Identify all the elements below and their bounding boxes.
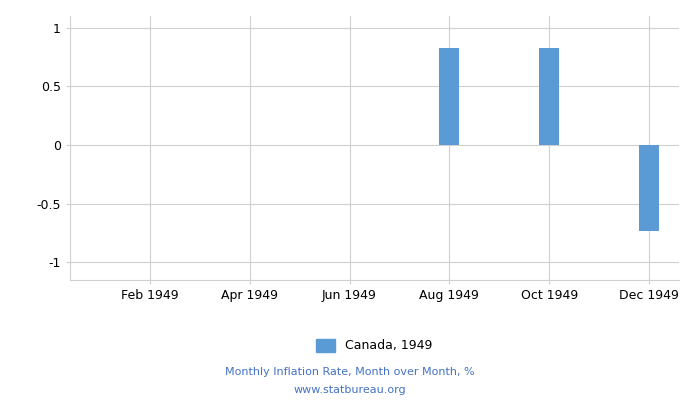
Legend: Canada, 1949: Canada, 1949 [312, 334, 438, 357]
Text: www.statbureau.org: www.statbureau.org [294, 385, 406, 395]
Text: Monthly Inflation Rate, Month over Month, %: Monthly Inflation Rate, Month over Month… [225, 367, 475, 377]
Bar [539, 48, 559, 145]
Bar [440, 48, 459, 145]
Bar [639, 145, 659, 231]
